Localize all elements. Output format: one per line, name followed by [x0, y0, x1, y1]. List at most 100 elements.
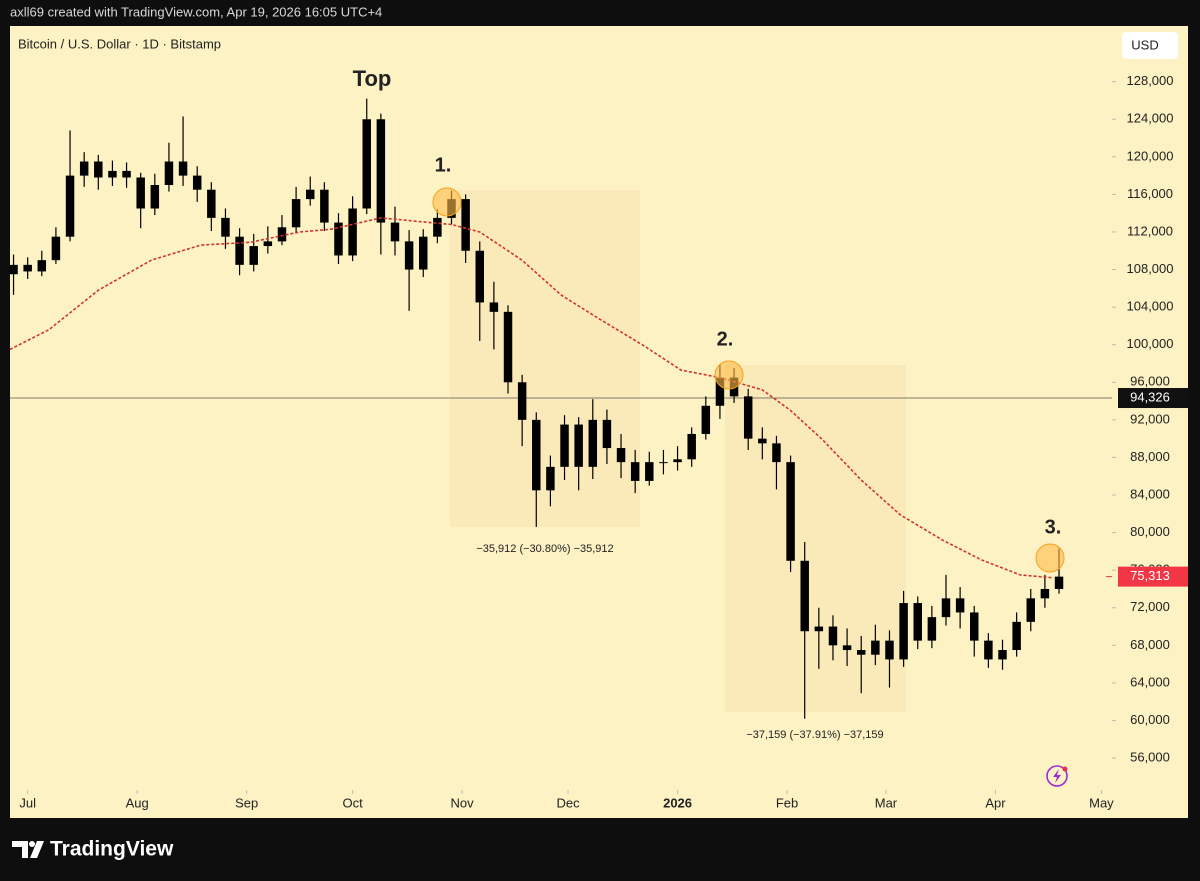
y-tick-label: 56,000: [1130, 749, 1170, 764]
candle-body: [814, 626, 824, 632]
candle-body: [560, 424, 569, 467]
annotation: 1.: [435, 154, 452, 176]
y-tick-label: 72,000: [1130, 599, 1170, 614]
moving-average: [9, 217, 1053, 579]
candle-body: [9, 264, 18, 275]
candle-body: [164, 161, 174, 186]
candle-body: [941, 598, 951, 618]
candle-body: [871, 640, 880, 655]
annotation: Top: [353, 66, 392, 91]
currency[interactable]: USD: [1131, 37, 1158, 52]
candle-body: [899, 603, 908, 660]
candle-body: [362, 119, 371, 209]
candle-body: [856, 650, 866, 655]
candle-body: [390, 222, 400, 242]
candle-body: [772, 443, 781, 463]
candle-body: [517, 382, 527, 420]
candle-body: [65, 175, 75, 237]
y-tick-label: 112,000: [1127, 223, 1173, 238]
candle-body: [616, 448, 626, 463]
candle-body: [1040, 588, 1050, 599]
x-tick-label: Mar: [875, 795, 898, 810]
candle-body: [419, 236, 428, 270]
candle-body: [630, 462, 640, 481]
x-tick-label: Aug: [126, 795, 149, 810]
candle-body: [150, 185, 160, 209]
candle-body: [1054, 576, 1064, 589]
candle-body: [786, 462, 795, 561]
candle-body: [94, 161, 103, 178]
candle-body: [122, 170, 131, 178]
candle-body: [885, 640, 894, 660]
highlight-circle: [432, 187, 462, 217]
y-tick-label: 92,000: [1130, 411, 1170, 426]
candle-body: [263, 241, 273, 247]
y-tick-label: 120,000: [1127, 148, 1174, 163]
highlight-circle: [1035, 543, 1065, 573]
candle-body: [800, 560, 809, 632]
candle-body: [984, 640, 993, 660]
candle-body: [715, 377, 725, 406]
candle-body: [1026, 598, 1036, 622]
brand-logo: [12, 841, 44, 858]
price-line-box: [1118, 388, 1188, 409]
candle-body: [37, 260, 47, 272]
x-tick-label: Feb: [776, 795, 798, 810]
last-price-box: [1118, 566, 1188, 587]
candle-body: [602, 419, 612, 449]
x-tick-label: 2026: [663, 795, 692, 810]
candle-body: [178, 161, 188, 176]
measure-box: [450, 190, 640, 527]
candle-body: [673, 459, 682, 463]
y-tick-label: 116,000: [1127, 186, 1173, 201]
candle-body: [970, 612, 979, 641]
candle-body: [489, 302, 499, 312]
highlight-circle: [714, 360, 744, 390]
y-tick-label: 96,000: [1130, 374, 1170, 389]
x-tick-label: Dec: [557, 795, 581, 810]
candle-body: [503, 311, 513, 383]
y-tick-label: 64,000: [1130, 674, 1170, 689]
currency-box: [1122, 32, 1178, 59]
candle-body: [277, 227, 287, 242]
candle-body: [192, 175, 202, 190]
candle-body: [207, 189, 216, 218]
candle-body: [701, 405, 711, 434]
candle-body: [320, 189, 329, 223]
x-tick-label: Sep: [235, 795, 258, 810]
candle-body: [955, 598, 965, 613]
measure-label: −37,159 (−37.91%) −37,159: [746, 729, 883, 741]
candle-body: [376, 119, 386, 223]
candle-body: [828, 626, 838, 646]
y-tick-label: 80,000: [1130, 524, 1170, 539]
candle-body: [334, 222, 343, 256]
candle-body: [588, 419, 598, 467]
y-tick-label: 60,000: [1130, 712, 1170, 727]
candle-body: [475, 250, 485, 303]
candle-body: [291, 199, 301, 228]
candle-body: [1012, 621, 1021, 651]
candle-body: [433, 217, 442, 237]
candle-body: [645, 462, 654, 481]
y-tick-label: 100,000: [1127, 336, 1174, 351]
candle-body: [79, 161, 89, 176]
last-price-label: 75,313: [1130, 568, 1170, 583]
candle-body: [687, 433, 696, 460]
x-tick-label: Apr: [985, 795, 1006, 810]
annotation: 2.: [717, 328, 734, 350]
candle-body: [532, 419, 541, 491]
candle-body: [998, 650, 1007, 660]
candle-body: [51, 236, 61, 261]
candle-body: [404, 241, 414, 270]
candle-body: [574, 424, 583, 467]
y-tick-label: 108,000: [1127, 261, 1174, 276]
bolt-icon[interactable]: [1046, 765, 1068, 787]
credit: axll69 created with TradingView.com, Apr…: [10, 4, 382, 19]
candle-body: [758, 438, 767, 444]
y-tick-label: 128,000: [1127, 73, 1174, 88]
candle-body: [842, 645, 852, 651]
candle-body: [913, 603, 922, 641]
candle-body: [546, 466, 555, 491]
